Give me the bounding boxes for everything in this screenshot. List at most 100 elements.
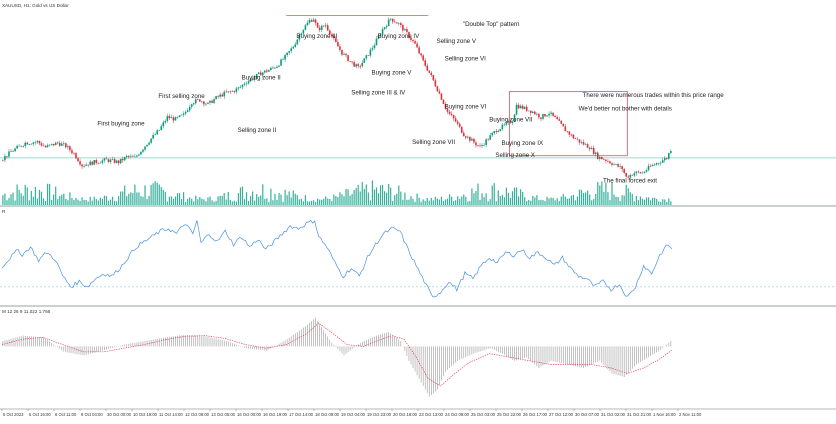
annotation-label: "Double Top" pattern bbox=[463, 21, 520, 28]
volume-bar bbox=[154, 181, 156, 205]
volume-bars bbox=[2, 180, 672, 205]
volume-bar bbox=[28, 200, 30, 205]
candle-body bbox=[489, 135, 491, 140]
candle-body bbox=[501, 124, 504, 130]
candle-body bbox=[95, 160, 98, 163]
candle-body bbox=[594, 152, 597, 155]
candle-body bbox=[670, 151, 672, 154]
rsi-pane[interactable]: R bbox=[0, 209, 836, 298]
candle-body bbox=[428, 70, 431, 73]
annotation-label: Selling zone VI bbox=[445, 55, 487, 62]
time-label: 31 Oct 02:00 bbox=[601, 412, 626, 417]
volume-bar bbox=[517, 196, 520, 205]
volume-bar bbox=[79, 200, 81, 205]
candle-body bbox=[249, 79, 252, 82]
candle-body bbox=[564, 126, 567, 132]
candle-body bbox=[209, 100, 211, 103]
volume-bar bbox=[266, 198, 268, 205]
candle-body bbox=[355, 64, 357, 67]
candle-body bbox=[199, 99, 201, 102]
annotation-label: First buying zone bbox=[97, 121, 145, 128]
candle-body bbox=[655, 163, 658, 165]
candle-body bbox=[592, 148, 595, 155]
candle-body bbox=[420, 53, 422, 56]
price-pane[interactable]: XAUUSD, H1: Gold vs US Dollar First buyi… bbox=[0, 3, 836, 205]
volume-bar bbox=[339, 192, 341, 205]
volume-bar bbox=[369, 200, 371, 205]
candle-body bbox=[306, 22, 309, 26]
volume-bar bbox=[249, 196, 252, 205]
candle-body bbox=[398, 23, 400, 24]
candle-body bbox=[225, 91, 228, 93]
time-label: 31 Oct 21:00 bbox=[627, 412, 652, 417]
candle-body bbox=[75, 153, 77, 159]
volume-bar bbox=[412, 198, 414, 205]
candle-body bbox=[546, 115, 548, 117]
candle-body bbox=[89, 161, 92, 166]
candle-body bbox=[113, 159, 116, 163]
volume-bar bbox=[258, 196, 260, 205]
candle-body bbox=[599, 156, 601, 159]
candle-body bbox=[160, 126, 163, 131]
volume-bar bbox=[420, 201, 422, 205]
volume-bar bbox=[552, 197, 554, 205]
candle-body bbox=[150, 138, 152, 143]
candle-body bbox=[237, 87, 240, 89]
candle-body bbox=[140, 151, 142, 155]
candle-body bbox=[71, 150, 73, 154]
time-label: 26 Oct 17:00 bbox=[523, 412, 548, 417]
candle-body bbox=[448, 111, 451, 114]
volume-bar bbox=[20, 193, 22, 205]
volume-bar bbox=[122, 191, 124, 205]
candle-body bbox=[207, 102, 209, 104]
candle-body bbox=[558, 119, 561, 121]
candle-body bbox=[647, 165, 650, 171]
time-label: 5 Oct 2023 bbox=[3, 412, 24, 417]
candle-body bbox=[517, 104, 520, 109]
volume-bar bbox=[582, 193, 585, 205]
candle-body bbox=[190, 104, 193, 107]
volume-bar bbox=[42, 198, 45, 205]
volume-bar bbox=[219, 195, 221, 205]
candle-body bbox=[371, 48, 374, 50]
volume-bar bbox=[221, 195, 223, 205]
candle-body bbox=[34, 142, 37, 143]
time-label: 27 Oct 12:00 bbox=[549, 412, 574, 417]
volume-bar bbox=[34, 187, 36, 205]
volume-bar bbox=[631, 193, 633, 205]
candle-body bbox=[430, 72, 433, 76]
candle-body bbox=[576, 138, 579, 140]
candle-body bbox=[170, 117, 173, 119]
candle-body bbox=[186, 110, 189, 112]
candle-body bbox=[367, 55, 370, 56]
candle-body bbox=[473, 138, 475, 143]
annotation-label: Selling zone II bbox=[238, 127, 277, 134]
candle-body bbox=[231, 91, 234, 92]
volume-bar bbox=[223, 193, 225, 205]
candle-body bbox=[44, 145, 47, 148]
candle-body bbox=[400, 23, 402, 26]
volume-bar bbox=[668, 198, 670, 205]
volume-bar bbox=[483, 197, 485, 205]
candle-body bbox=[60, 143, 63, 146]
macd-pane[interactable]: M 12 26 9 11.022 1.766 bbox=[1, 309, 673, 397]
volume-bar bbox=[629, 192, 631, 205]
candle-body bbox=[158, 130, 161, 131]
candle-body bbox=[227, 91, 230, 93]
time-label: 25 Oct 22:00 bbox=[497, 412, 522, 417]
candle-body bbox=[609, 161, 611, 164]
candle-body bbox=[54, 142, 57, 146]
volume-bar bbox=[111, 196, 114, 205]
volume-bar bbox=[118, 196, 120, 205]
candle-body bbox=[460, 126, 463, 133]
volume-bar bbox=[406, 199, 408, 205]
rsi-line bbox=[1, 219, 673, 298]
annotation-label: Selling zone III & IV bbox=[351, 90, 406, 97]
chart-annotations: First buying zone First selling zone Buyin… bbox=[97, 21, 724, 184]
macd-signal-line bbox=[1, 322, 673, 387]
time-label: 1 Nov 16:00 bbox=[653, 412, 676, 417]
volume-bar bbox=[128, 193, 130, 205]
rsi-label: R bbox=[2, 209, 6, 214]
time-label: 20 Oct 18:00 bbox=[393, 412, 418, 417]
